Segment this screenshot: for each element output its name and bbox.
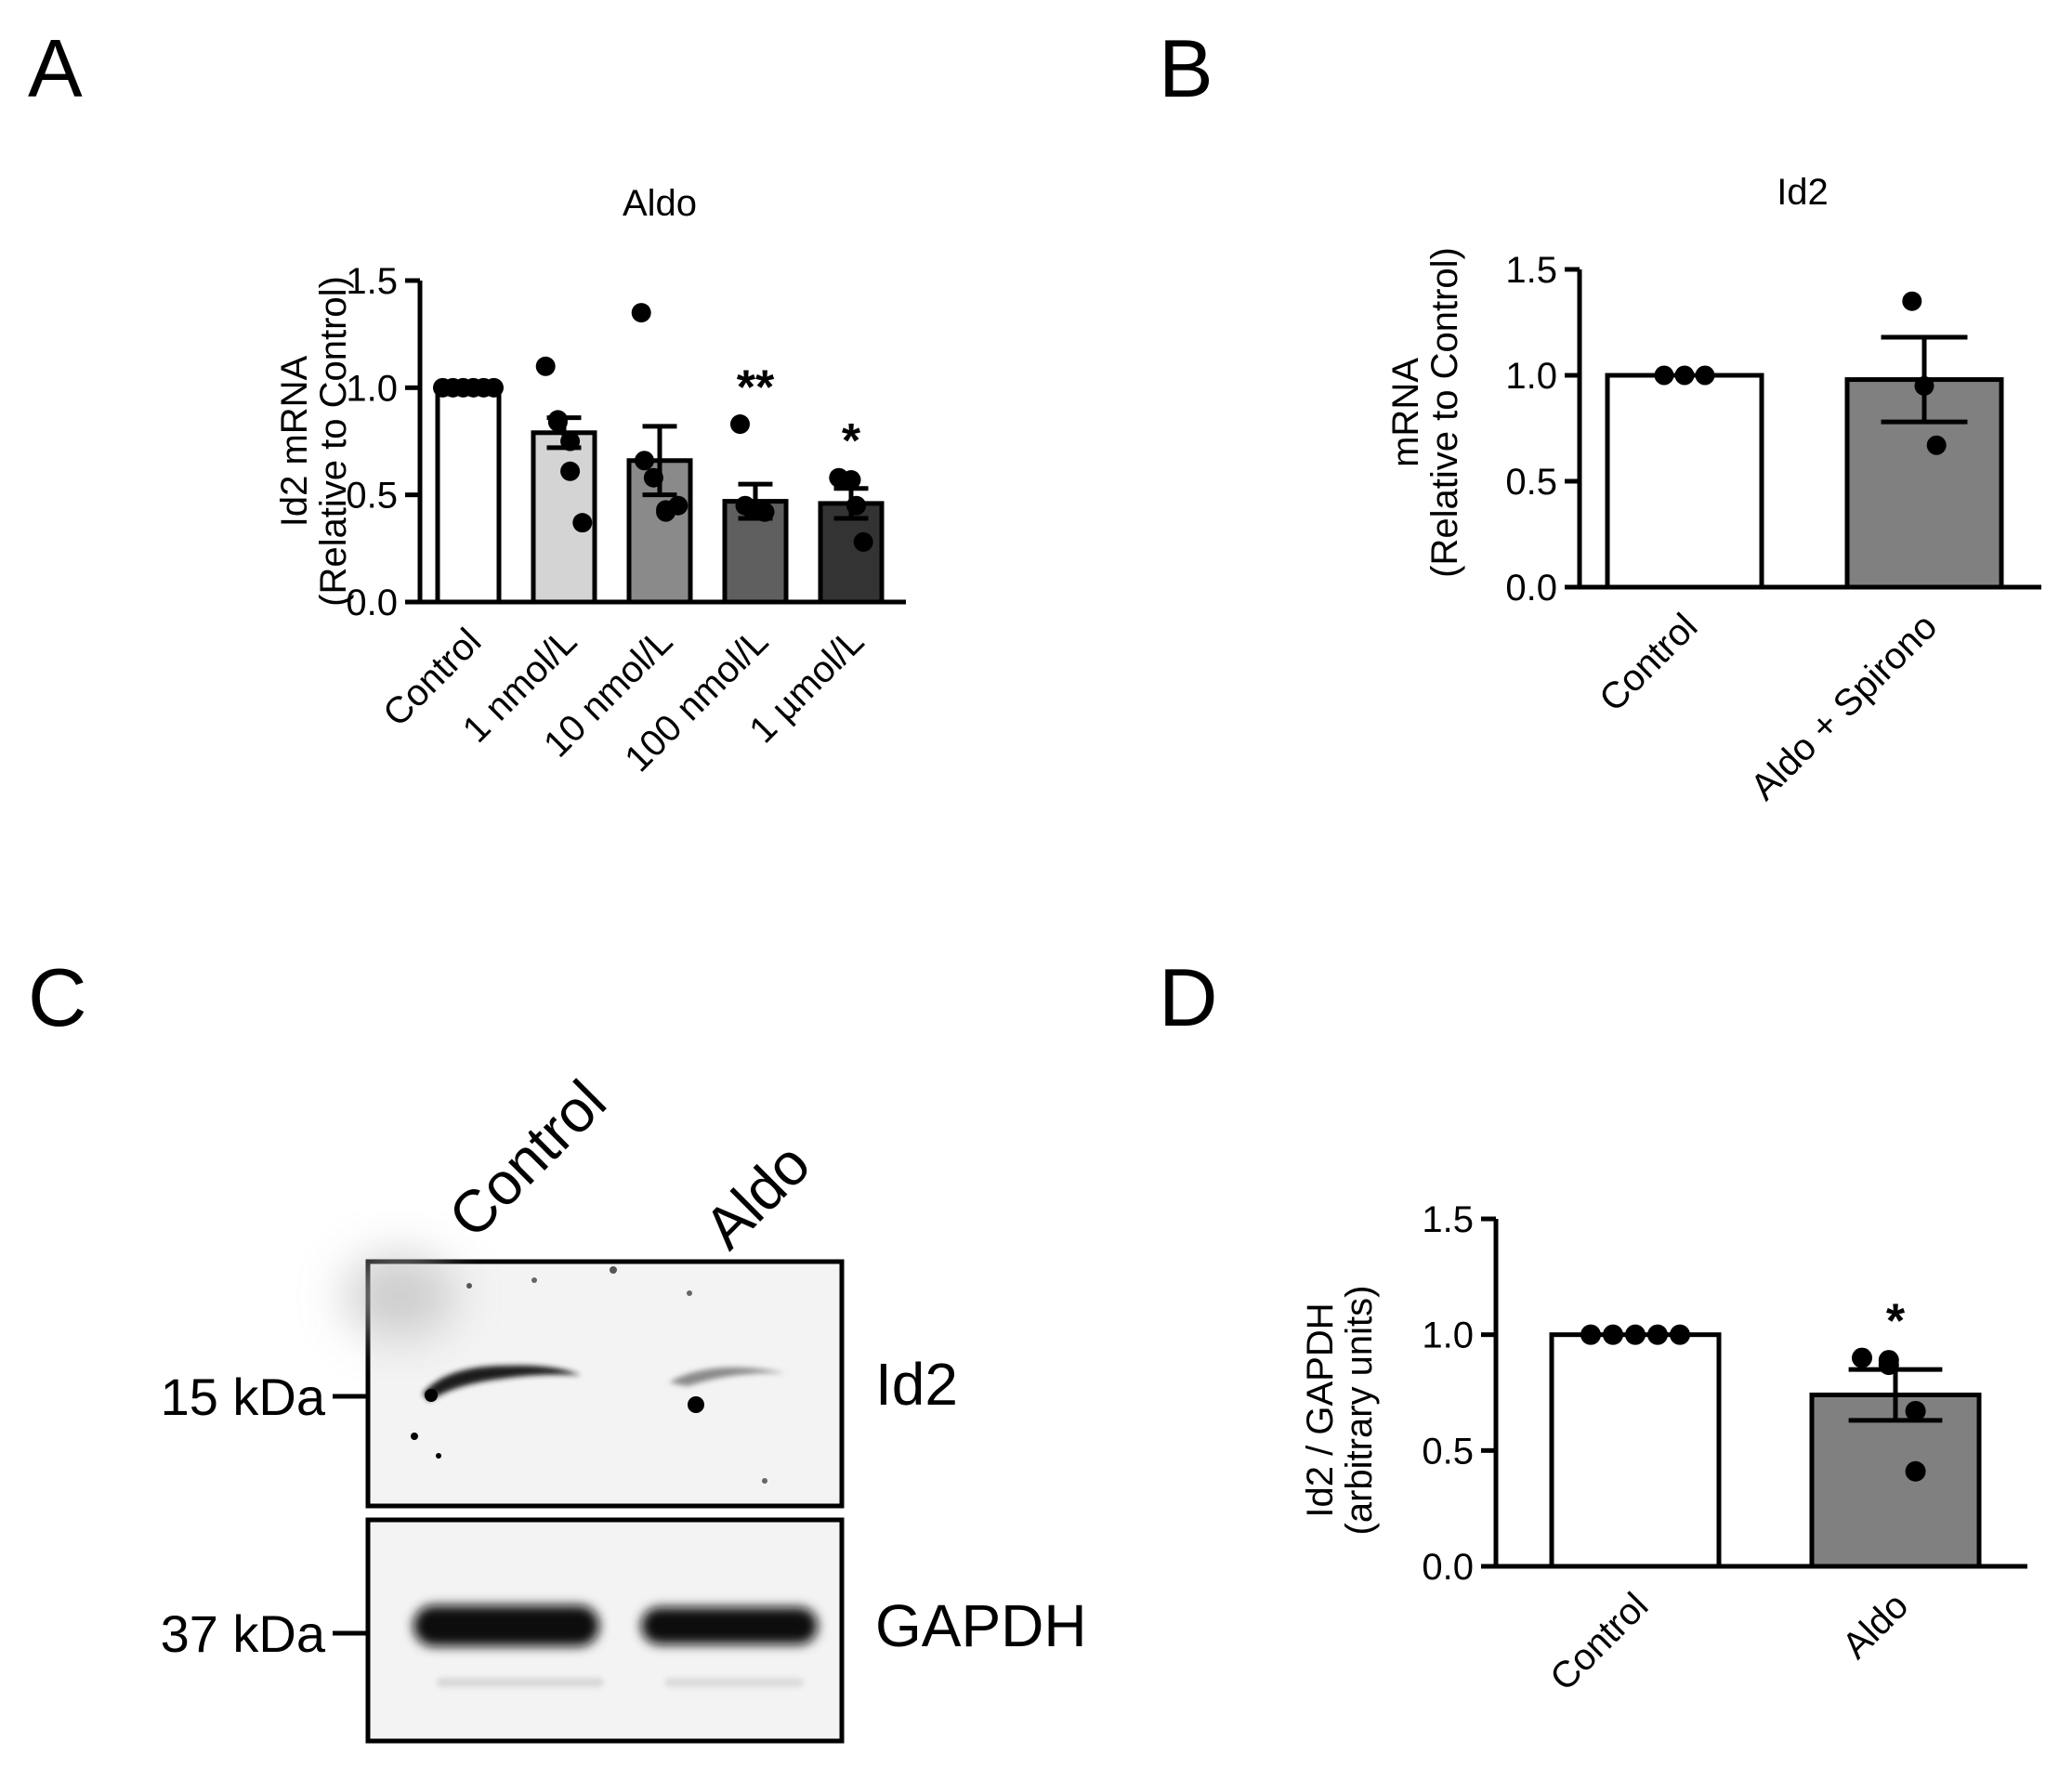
x-tick-label: Control — [1592, 606, 1705, 719]
blot-band — [413, 1605, 599, 1646]
panel-letter-d: D — [1159, 951, 1218, 1043]
bar — [1549, 1332, 1722, 1569]
x-tick-label: Aldo — [1835, 1585, 1917, 1667]
data-point — [1603, 1324, 1623, 1345]
data-point — [846, 495, 866, 516]
chart-panel-a: Aldo 0.0 0.5 1.0 1.5 Id2 mRNA(Relative to Con… — [274, 183, 906, 779]
y-tick-label: 0.0 — [1422, 1547, 1474, 1588]
blot-speck — [762, 1478, 767, 1484]
y-axis-label: Id2 / GAPDH — [1300, 1302, 1341, 1517]
y-tick-label: 0.0 — [346, 582, 398, 623]
y-axis-label: (arbitrary units) — [1339, 1286, 1380, 1536]
data-point — [484, 377, 504, 398]
blot-background-smudge — [344, 1254, 455, 1338]
y-axis-label: (Relative to Control) — [1424, 247, 1465, 578]
blot-band — [423, 1365, 581, 1401]
data-point — [1654, 365, 1674, 386]
data-point — [560, 431, 581, 452]
panel-letter-a: A — [28, 22, 83, 114]
blot-protein-label: Id2 — [875, 1351, 958, 1418]
data-point — [1905, 1400, 1926, 1421]
data-point — [1580, 1324, 1601, 1345]
chart-title: Aldo — [623, 183, 697, 224]
data-point — [572, 513, 593, 533]
data-point — [1902, 291, 1922, 311]
bar — [531, 430, 597, 605]
y-tick-label: 0.5 — [1505, 462, 1557, 503]
blot-speck — [687, 1290, 692, 1296]
bar — [1809, 1392, 1982, 1569]
y-tick-label: 1.5 — [346, 261, 398, 302]
data-point — [1905, 1460, 1926, 1482]
data-point — [635, 451, 654, 471]
blot-band — [437, 1678, 604, 1687]
significance-marker: * — [842, 414, 861, 468]
y-tick-label: 1.0 — [1422, 1315, 1474, 1356]
data-point — [1647, 1324, 1668, 1345]
data-point — [754, 502, 775, 522]
blot-speck — [436, 1453, 441, 1459]
data-point — [1926, 435, 1947, 455]
x-tick-label: Control — [1542, 1585, 1656, 1698]
data-point — [1670, 1324, 1690, 1345]
blot-speck — [610, 1266, 617, 1274]
data-point — [668, 495, 688, 516]
chart-panel-d: 0.0 0.5 1.0 1.5 Id2 / GAPDH(arbitrary units)… — [1300, 1199, 2027, 1699]
data-point — [853, 531, 873, 552]
data-point — [1914, 375, 1934, 396]
blot-speck — [425, 1389, 438, 1402]
y-axis-label: (Relative to Control) — [313, 276, 354, 607]
x-tick-label: Aldo + Spirono — [1743, 606, 1945, 807]
y-axis-label: Id2 mRNA — [274, 355, 315, 527]
blot-marker-label: 37 kDa — [161, 1604, 326, 1663]
data-point — [631, 303, 651, 323]
y-tick-label: 1.5 — [1505, 250, 1557, 291]
data-point — [1878, 1355, 1899, 1376]
bar — [1605, 373, 1764, 590]
blot-speck — [531, 1277, 537, 1283]
data-point — [547, 412, 568, 432]
y-tick-label: 0.5 — [346, 476, 398, 517]
blot-marker-label: 15 kDa — [161, 1368, 326, 1426]
significance-marker: ** — [737, 361, 775, 415]
chart-panel-b: Id2 0.0 0.5 1.0 1.5 mRNA(Relative to Control)… — [1385, 172, 2041, 808]
blot-protein-label: GAPDH — [875, 1592, 1087, 1659]
panel-letter-c: C — [28, 951, 87, 1043]
blot-speck — [466, 1283, 472, 1289]
blot-speck — [688, 1396, 704, 1413]
panel-letter-b: B — [1159, 22, 1213, 114]
blot-band — [641, 1607, 818, 1644]
blot-lane-label: Aldo — [691, 1130, 822, 1261]
significance-marker: * — [1886, 1295, 1906, 1349]
blot-lane-label: Control — [436, 1067, 619, 1250]
data-point — [560, 461, 581, 481]
y-tick-label: 1.0 — [346, 368, 398, 409]
data-point — [1625, 1324, 1646, 1345]
y-tick-label: 0.0 — [1505, 568, 1557, 609]
bar — [435, 385, 502, 605]
data-point — [535, 356, 556, 376]
blot-band — [669, 1367, 785, 1386]
blot-band — [664, 1678, 804, 1687]
data-point — [1674, 365, 1695, 386]
y-tick-label: 0.5 — [1422, 1431, 1474, 1472]
y-tick-label: 1.0 — [1505, 356, 1557, 397]
data-point — [1695, 365, 1715, 386]
data-point — [1852, 1347, 1872, 1368]
y-tick-label: 1.5 — [1422, 1199, 1474, 1240]
chart-title: Id2 — [1777, 172, 1829, 213]
western-blot-panel: Control Aldo 15 kDa 37 kDa Id2 GAPDH — [161, 1067, 1087, 1744]
data-point — [841, 470, 861, 491]
data-point — [730, 414, 750, 435]
blot-speck — [411, 1433, 418, 1440]
y-axis-label: mRNA — [1385, 358, 1426, 467]
data-point — [643, 467, 663, 488]
